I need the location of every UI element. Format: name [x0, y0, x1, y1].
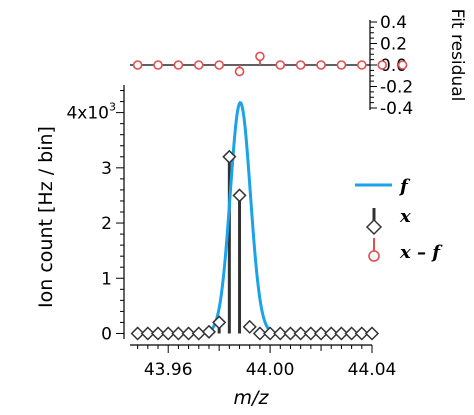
y-axis-label: Ion count [Hz / bin]	[35, 126, 57, 308]
x-ticks: 43.96 44.00 44.04	[137, 345, 397, 380]
residual-y-label: Fit residual	[447, 9, 467, 102]
data-point	[140, 326, 155, 341]
residual-point	[214, 60, 224, 70]
legend: f x x – f	[355, 176, 443, 263]
residual-point	[316, 60, 326, 70]
data-point	[171, 326, 186, 341]
residual-point	[275, 60, 286, 70]
residual-point	[255, 51, 265, 62]
data-point	[130, 326, 145, 341]
y-tick-label: 1	[101, 269, 112, 289]
data-point	[313, 326, 329, 341]
y-tick-label: 0	[101, 324, 112, 344]
data-point	[303, 326, 318, 341]
residual-point	[397, 60, 408, 70]
legend-residual-swatch	[368, 238, 380, 262]
data-point	[150, 326, 166, 341]
data-stems	[217, 156, 242, 334]
residual-point	[234, 66, 245, 77]
residual-marks	[132, 51, 408, 77]
x-tick-label: 43.96	[144, 360, 193, 380]
residual-point	[153, 60, 163, 70]
data-point	[201, 324, 217, 339]
residual-tick-label: 0.2	[380, 35, 407, 55]
residual-point	[295, 60, 306, 70]
data-point	[263, 326, 278, 341]
x-axis-label: m/z	[234, 387, 270, 409]
residual-point	[336, 60, 347, 70]
main-panel: 43.96 44.00 44.04 0 1 2 3 4x103 m/z Ion count…	[35, 85, 396, 409]
residual-point	[357, 60, 367, 70]
residual-point	[377, 60, 387, 70]
data-point	[222, 149, 237, 164]
data-point	[324, 326, 339, 341]
data-point	[181, 326, 196, 341]
legend-x-diamond	[365, 218, 383, 236]
y-ticks: 0 1 2 3	[101, 90, 124, 344]
data-point	[161, 326, 176, 341]
residual-panel: 0.40.20.0-0.2-0.4 Fit residual	[130, 9, 467, 119]
data-point	[354, 326, 369, 341]
legend-x-swatch	[365, 208, 383, 236]
fit-curve-f	[137, 101, 372, 335]
data-point	[293, 326, 308, 341]
data-point	[252, 326, 267, 341]
data-markers	[130, 149, 380, 341]
residual-tick-label: -0.4	[380, 99, 413, 119]
y-tick-label: 2	[101, 214, 112, 234]
residual-point	[132, 60, 143, 70]
data-point	[212, 315, 227, 330]
legend-residual-circle	[368, 250, 380, 262]
residual-point	[173, 60, 184, 70]
legend-residual-label: x – f	[399, 242, 443, 263]
data-point	[273, 326, 288, 341]
data-point	[191, 326, 206, 341]
data-point	[334, 326, 349, 341]
residual-tick-label: 0.4	[380, 13, 407, 33]
residual-point	[193, 60, 204, 70]
data-point	[344, 326, 359, 341]
legend-x-label: x	[399, 206, 411, 227]
y-tick-label: 3	[101, 159, 112, 179]
legend-f-label: f	[398, 176, 411, 197]
data-point	[283, 326, 298, 341]
data-point	[364, 326, 380, 341]
x-tick-label: 44.04	[348, 360, 397, 380]
data-point	[242, 319, 257, 334]
data-point	[232, 188, 247, 203]
residual-tick-label: -0.2	[380, 78, 413, 98]
y-multiplier-label: 4x103	[66, 101, 116, 124]
x-tick-label: 44.00	[246, 360, 295, 380]
